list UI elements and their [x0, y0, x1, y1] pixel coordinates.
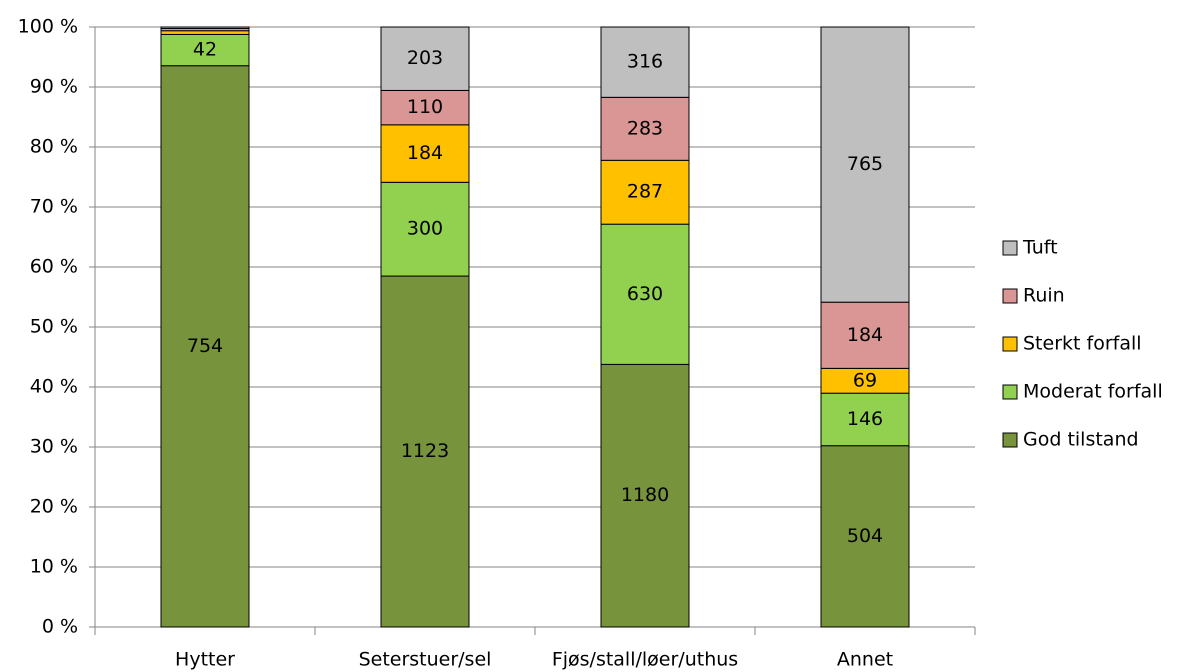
x-tick-label: Annet: [837, 649, 893, 671]
y-tick-label: 40 %: [30, 376, 78, 398]
legend-label: God tilstand: [1023, 429, 1139, 451]
bar-segment: [160, 26, 250, 29]
y-tick-label: 20 %: [30, 496, 78, 518]
data-label: 1123: [401, 440, 449, 462]
data-label: 316: [627, 51, 663, 73]
data-label: 146: [847, 408, 883, 430]
bar-segment: [820, 392, 910, 447]
data-label: 765: [847, 153, 883, 175]
y-tick-label: 70 %: [30, 196, 78, 218]
y-tick-label: 10 %: [30, 556, 78, 578]
bar-segment: [160, 33, 250, 67]
bar-segment: [380, 181, 470, 277]
bar-segment: [820, 301, 910, 369]
bar-segment: [380, 124, 470, 183]
y-tick-label: 0 %: [42, 616, 78, 638]
bar-segment: [380, 275, 470, 628]
data-label: 754: [187, 335, 223, 357]
bar-segment: [600, 159, 690, 225]
x-tick-label: Fjøs/stall/løer/uthus: [552, 649, 738, 671]
bar-segment: [600, 363, 690, 628]
data-label: 203: [407, 47, 443, 69]
bar-segment: [160, 65, 250, 628]
legend-label: Sterkt forfall: [1023, 333, 1142, 355]
bar-segment: [820, 367, 910, 394]
data-label: 110: [407, 96, 443, 118]
legend-swatch: [1002, 288, 1018, 304]
legend-label: Tuft: [1022, 237, 1058, 259]
bar-segment: [160, 30, 250, 35]
bar-segment: [380, 26, 470, 91]
y-tick-label: 100 %: [18, 16, 78, 38]
y-tick-label: 50 %: [30, 316, 78, 338]
legend-label: Ruin: [1023, 285, 1065, 307]
data-label: 69: [853, 369, 877, 391]
data-label: 504: [847, 525, 883, 547]
bar-segment: [600, 26, 690, 98]
data-label: 300: [407, 218, 443, 240]
x-tick-label: Seterstuer/sel: [359, 649, 492, 671]
bar-segment: [820, 26, 910, 303]
data-label: 283: [627, 117, 663, 139]
x-tick-label: Hytter: [175, 649, 235, 671]
data-label: 287: [627, 181, 663, 203]
data-label: 184: [847, 324, 883, 346]
y-tick-label: 80 %: [30, 136, 78, 158]
y-tick-label: 30 %: [30, 436, 78, 458]
bar-segment: [820, 445, 910, 628]
bar-segment: [600, 96, 690, 161]
legend-swatch: [1002, 240, 1018, 256]
data-label: 1180: [621, 484, 669, 506]
data-label: 184: [407, 142, 443, 164]
data-label: 42: [193, 39, 217, 61]
legend-label: Moderat forfall: [1023, 381, 1163, 403]
data-label: 630: [627, 283, 663, 305]
bar-segment: [600, 223, 690, 365]
legend-swatch: [1002, 336, 1018, 352]
legend-swatch: [1002, 432, 1018, 448]
y-tick-label: 60 %: [30, 256, 78, 278]
y-tick-label: 90 %: [30, 76, 78, 98]
legend-swatch: [1002, 384, 1018, 400]
